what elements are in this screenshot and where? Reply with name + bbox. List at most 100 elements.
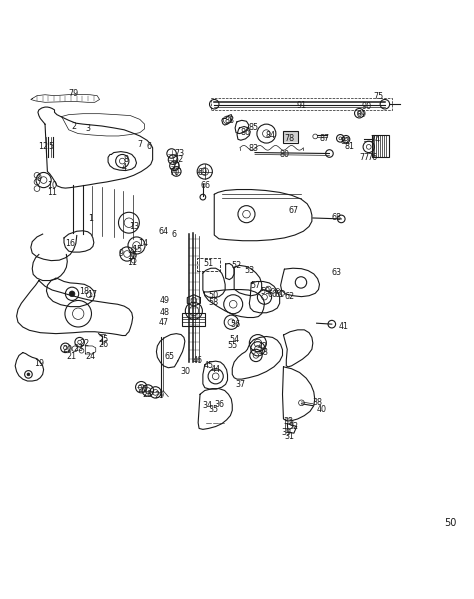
Text: 68: 68: [331, 213, 342, 222]
Text: 73: 73: [174, 149, 184, 158]
Bar: [211, 98, 392, 110]
Text: 19: 19: [34, 359, 44, 368]
Text: 78: 78: [284, 134, 294, 143]
Text: 43: 43: [258, 348, 269, 357]
Text: 31: 31: [284, 432, 294, 441]
Text: 76: 76: [367, 153, 378, 162]
Text: 69: 69: [198, 168, 208, 177]
Text: 39: 39: [281, 428, 292, 437]
Text: 41: 41: [339, 322, 349, 331]
Text: 4: 4: [122, 164, 127, 173]
Text: 72: 72: [173, 155, 183, 164]
Text: 50: 50: [208, 291, 219, 300]
Text: 35: 35: [208, 405, 219, 414]
Text: 7: 7: [137, 140, 142, 149]
Text: 23: 23: [73, 344, 83, 353]
Bar: [197, 258, 220, 271]
Text: 42: 42: [257, 343, 268, 352]
Circle shape: [69, 291, 75, 297]
Text: 71: 71: [171, 162, 182, 171]
Text: 45: 45: [203, 361, 214, 370]
Text: 61: 61: [274, 291, 285, 300]
Text: 47: 47: [159, 317, 169, 326]
Text: 44: 44: [210, 365, 220, 374]
Text: 57: 57: [251, 281, 261, 290]
Text: 14: 14: [138, 239, 148, 248]
Text: 28: 28: [142, 390, 152, 399]
Text: 25: 25: [98, 335, 109, 344]
Text: 90: 90: [362, 102, 372, 111]
Text: 30: 30: [181, 367, 191, 376]
Text: 29: 29: [154, 391, 164, 400]
Text: 77: 77: [359, 153, 369, 162]
Text: 32: 32: [289, 422, 299, 431]
Text: 67: 67: [289, 206, 299, 215]
Text: 81: 81: [345, 143, 355, 152]
Text: 21: 21: [66, 352, 76, 361]
Text: 50: 50: [444, 518, 456, 528]
Text: 74: 74: [370, 135, 381, 144]
Text: 5: 5: [49, 142, 54, 151]
Text: 18: 18: [79, 288, 90, 297]
Text: 63: 63: [331, 268, 342, 277]
Text: 55: 55: [227, 340, 237, 349]
Text: 54: 54: [229, 335, 239, 344]
Text: 9: 9: [118, 249, 123, 258]
Text: 11: 11: [47, 188, 57, 197]
Text: 53: 53: [244, 265, 255, 274]
Text: 13: 13: [128, 222, 139, 231]
Text: 56: 56: [230, 320, 240, 329]
Text: 62: 62: [284, 292, 294, 301]
Text: 1: 1: [89, 214, 93, 223]
Text: 36: 36: [214, 400, 224, 409]
Text: 59: 59: [260, 288, 271, 297]
Text: 80: 80: [279, 150, 290, 159]
Text: 26: 26: [98, 340, 109, 349]
Text: 64: 64: [158, 227, 168, 236]
Text: 58: 58: [208, 298, 219, 307]
Text: 11: 11: [127, 258, 137, 267]
Text: 75: 75: [373, 92, 383, 101]
Text: 70: 70: [169, 168, 180, 177]
Text: 33: 33: [283, 418, 293, 426]
Text: 6: 6: [172, 230, 177, 239]
Text: 20: 20: [62, 345, 73, 354]
Text: 27: 27: [137, 385, 147, 394]
Text: 10: 10: [47, 181, 57, 190]
Text: 48: 48: [160, 308, 170, 317]
Text: 37: 37: [236, 380, 246, 389]
Text: 83: 83: [248, 144, 258, 153]
Text: 8: 8: [123, 155, 128, 164]
Text: 88: 88: [224, 116, 235, 125]
Text: 6: 6: [147, 143, 152, 152]
Text: 66: 66: [201, 181, 211, 190]
Text: 60: 60: [267, 291, 277, 300]
Text: 2: 2: [71, 122, 76, 131]
Text: 52: 52: [231, 261, 241, 270]
Text: 38: 38: [312, 398, 323, 407]
Text: 9: 9: [36, 174, 41, 183]
Text: 82: 82: [340, 137, 350, 146]
Text: 10: 10: [127, 252, 137, 261]
Text: 85: 85: [248, 123, 258, 132]
Text: 65: 65: [164, 352, 175, 361]
Text: 22: 22: [79, 339, 90, 348]
Text: 79: 79: [68, 89, 79, 98]
Text: 87: 87: [319, 134, 329, 143]
Text: 86: 86: [240, 128, 251, 137]
Text: 15: 15: [132, 245, 143, 254]
Text: 16: 16: [65, 239, 75, 248]
Bar: [283, 131, 298, 143]
Text: 24: 24: [85, 352, 95, 361]
Text: 89: 89: [356, 110, 366, 119]
Text: 49: 49: [160, 297, 170, 305]
Text: 40: 40: [316, 405, 327, 414]
Text: 84: 84: [265, 131, 275, 140]
Bar: [182, 313, 205, 326]
Bar: [372, 135, 389, 158]
Text: 51: 51: [203, 259, 214, 268]
Text: 3: 3: [85, 125, 90, 134]
Text: 91: 91: [296, 101, 307, 110]
Text: 17: 17: [87, 291, 98, 300]
Text: 46: 46: [192, 356, 202, 365]
